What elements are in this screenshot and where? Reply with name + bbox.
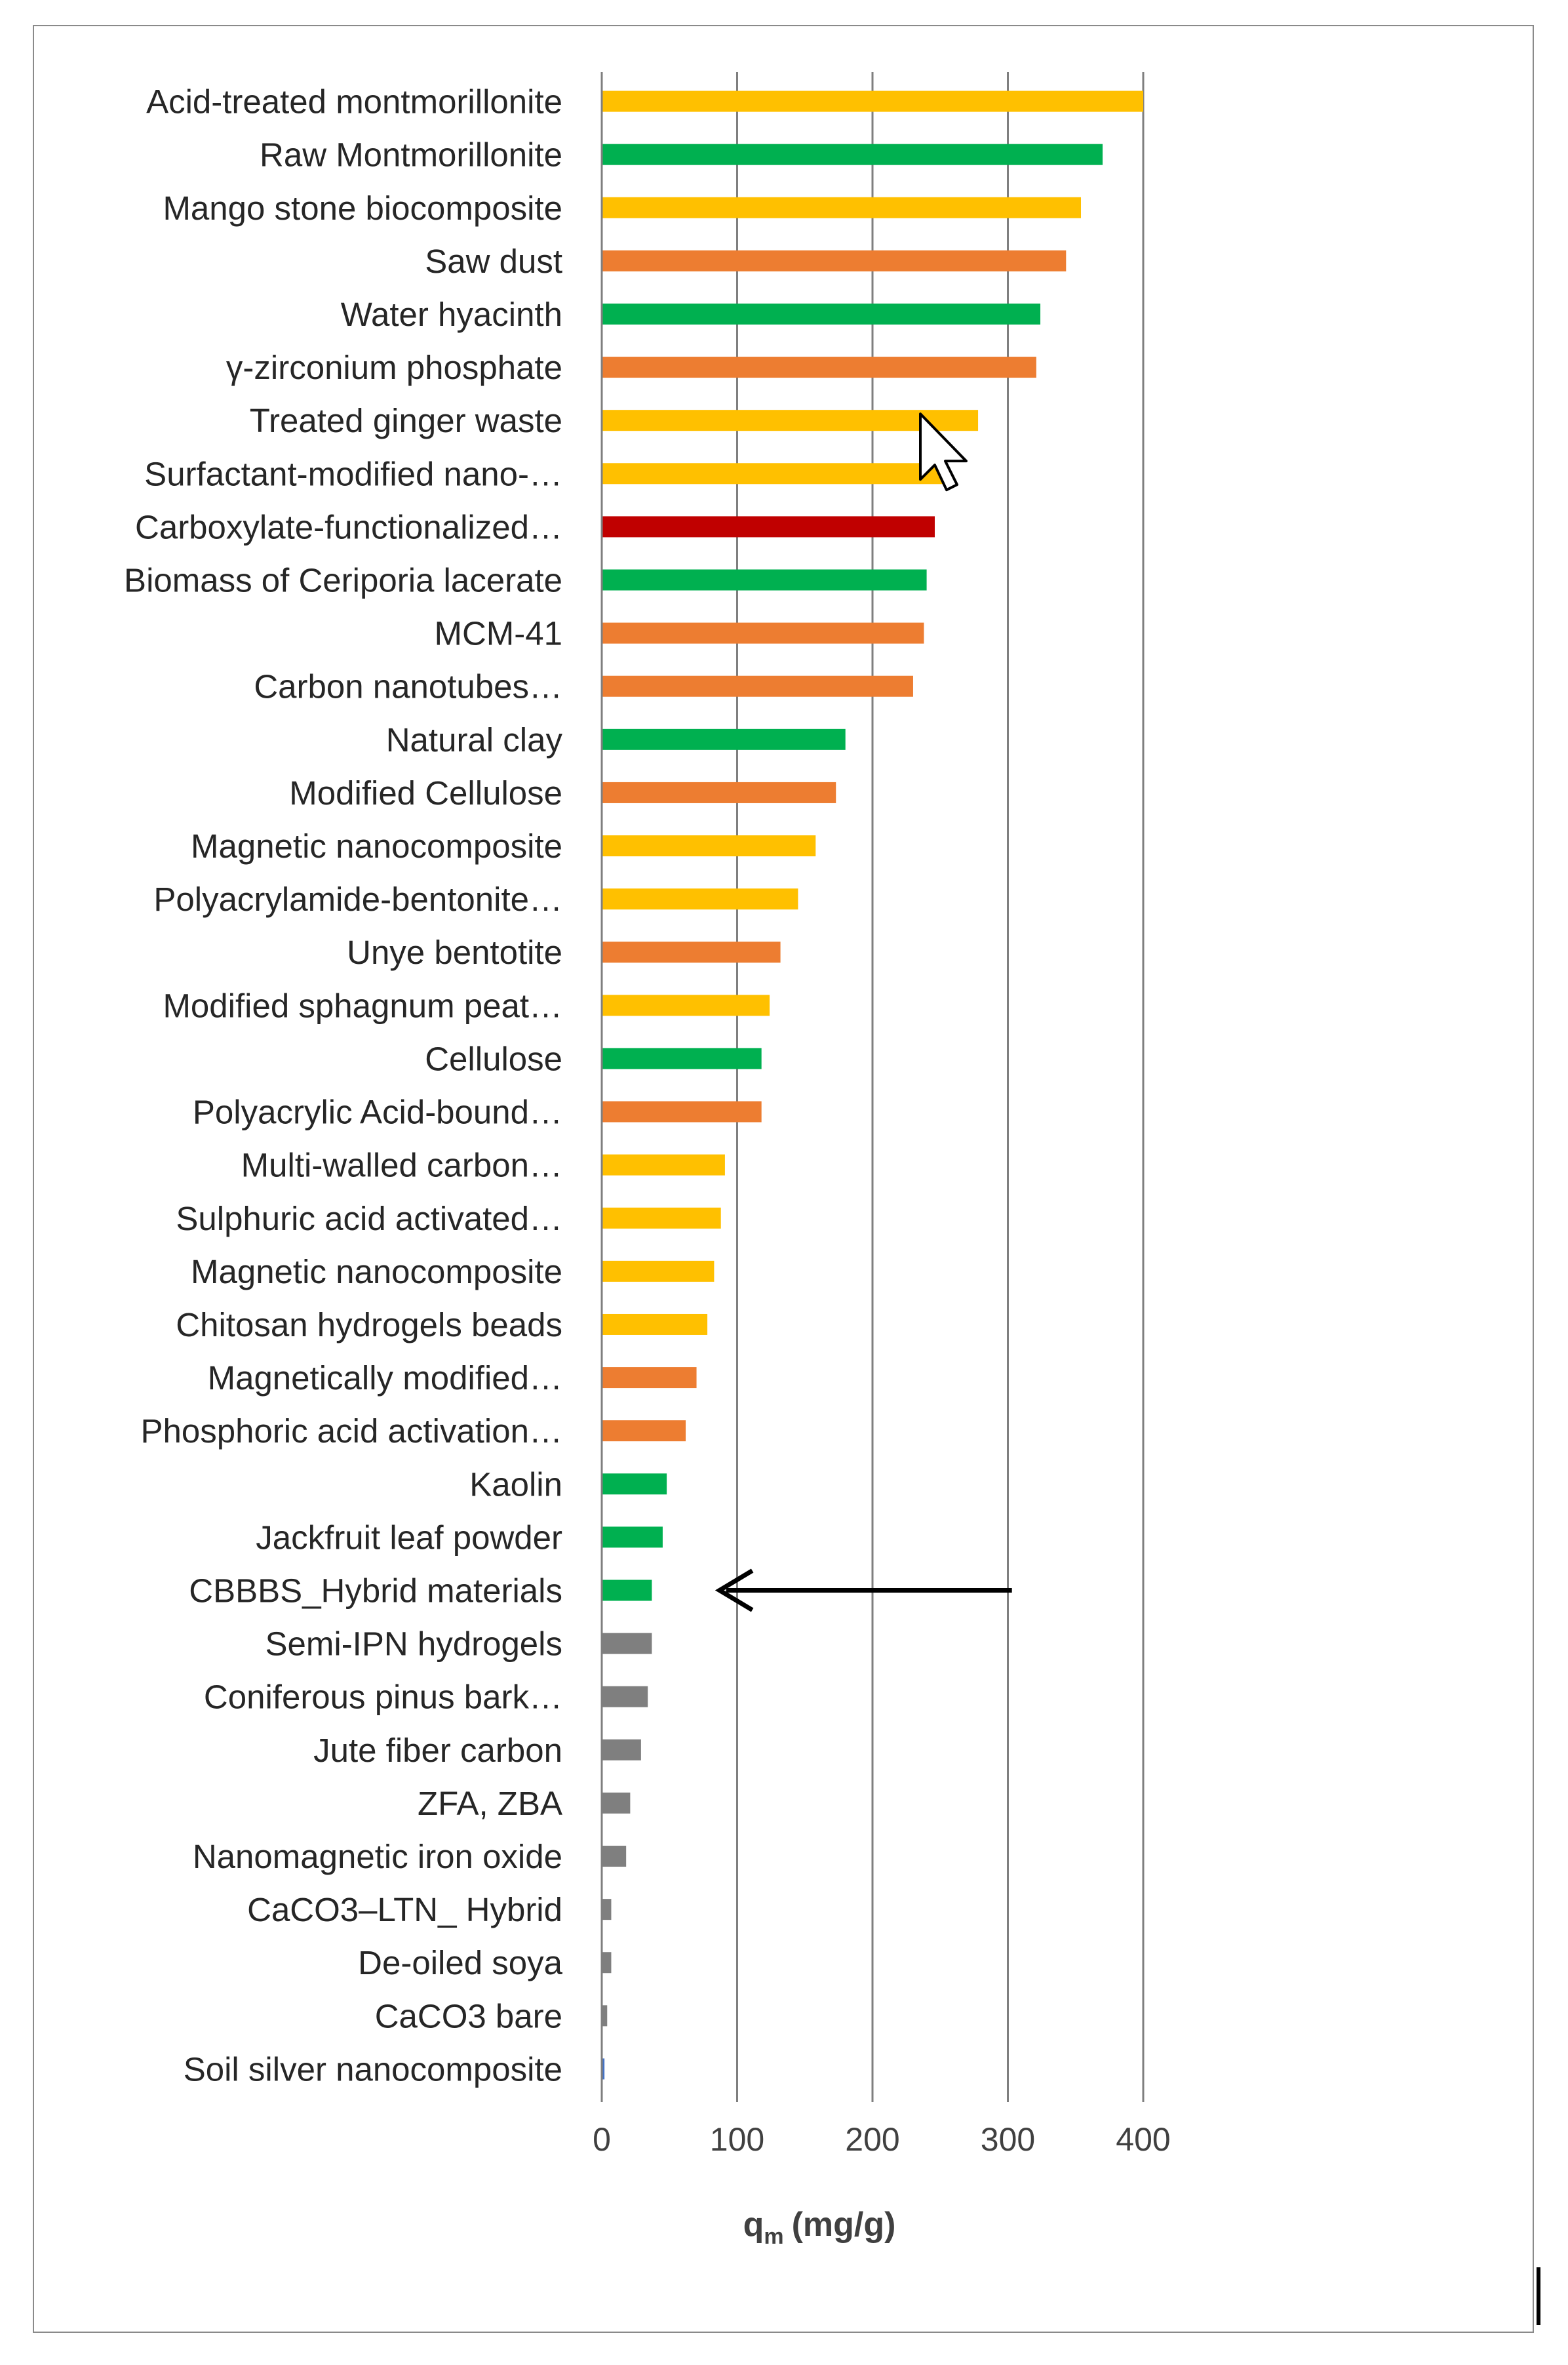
gridlines [736,72,1145,2093]
x-tick-label: 300 [981,2121,1035,2158]
x-axis-label: qm (mg/g) [743,2206,896,2249]
category-label: Nanomagnetic iron oxide [193,1838,562,1875]
category-label: CaCO3 bare [375,1997,562,2035]
bar [602,357,1036,378]
category-label: Magnetically modified… [208,1359,562,1397]
bar [602,1473,667,1495]
category-label: Kaolin [469,1465,562,1503]
category-label: Water hyacinth [341,296,562,333]
category-label: Semi-IPN hydrogels [265,1625,563,1663]
category-label: Jute fiber carbon [313,1732,562,1769]
bar [602,1580,652,1601]
bar [602,888,798,910]
bar [602,782,836,803]
bar [602,303,1041,325]
chart-frame [33,25,1534,2333]
bar [602,463,947,485]
category-label: Acid-treated montmorillonite [146,83,562,121]
category-label: Multi-walled carbon… [241,1147,562,1184]
x-axis-label-sub: m [764,2224,783,2249]
category-label: Chitosan hydrogels beads [176,1306,562,1343]
annotations [715,412,1012,1612]
category-label: Polyacrylamide-bentonite… [153,881,562,918]
category-label: Magnetic nanocomposite [191,827,562,865]
bar [602,250,1067,271]
bar [602,144,1103,165]
x-tick-label: 100 [710,2121,764,2158]
bars [602,90,1143,2080]
category-label: Polyacrylic Acid-bound… [193,1094,562,1131]
bar [602,516,935,538]
x-tick-label: 400 [1116,2121,1170,2158]
x-axis-label-unit: (mg/g) [792,2206,896,2244]
category-label: Unye bentotite [347,934,562,971]
bar [602,410,979,431]
bar [602,1207,721,1229]
bar [602,1526,663,1548]
bar [602,675,913,697]
category-label: Natural clay [386,721,563,759]
category-label: Sulphuric acid activated… [176,1200,562,1237]
category-label: Modified sphagnum peat… [163,987,562,1024]
category-label: Jackfruit leaf powder [256,1519,562,1556]
category-label: CaCO3–LTN_ Hybrid [247,1891,562,1928]
bar [602,942,781,963]
category-label: CBBBS_Hybrid materials [189,1572,562,1610]
category-label: Saw dust [425,243,562,280]
category-label: Raw Montmorillonite [260,136,562,174]
category-label: Magnetic nanocomposite [191,1253,562,1290]
bar [602,622,924,644]
category-label: Soil silver nanocomposite [184,2050,562,2088]
x-axis-label-var: q [743,2206,764,2244]
bar [602,1686,648,1707]
bar [602,1367,697,1389]
category-label: Surfactant-modified nano-… [144,455,562,492]
bar [602,1846,627,1867]
bar [602,197,1082,218]
category-labels: Acid-treated montmorillonite Raw Montmori… [124,83,563,2088]
bar [602,569,927,591]
bar [602,835,816,857]
bar [602,2058,605,2080]
bar [602,728,846,750]
bar [602,1154,725,1176]
text-cursor-mark [1537,2267,1540,2325]
bar [602,1952,612,1974]
category-label: Modified Cellulose [289,774,562,812]
bar [602,1101,762,1123]
bar [602,2005,608,2027]
category-label: γ-zirconium phosphate [226,349,562,386]
category-label: Coniferous pinus bark… [204,1679,562,1716]
category-label: MCM-41 [434,615,562,652]
category-label: Treated ginger waste [250,402,562,439]
bar [602,1313,708,1335]
category-label: Carbon nanotubes… [254,668,562,706]
category-label: Biomass of Ceriporia lacerate [124,562,562,599]
category-label: Mango stone biocomposite [163,189,562,227]
category-label: Carboxylate-functionalized… [135,508,562,546]
mouse-pointer-icon [919,412,968,492]
x-tick-label: 200 [845,2121,899,2158]
arrow-head-icon [715,1568,754,1612]
bar [602,1048,762,1069]
bar [602,1792,631,1814]
x-tick-label: 0 [593,2121,611,2158]
bar [602,90,1143,112]
category-label: ZFA, ZBA [418,1785,562,1822]
category-label: De-oiled soya [358,1944,562,1981]
x-tick-labels: 0 100 200 300 400 [593,2093,1171,2158]
bar [602,1899,612,1920]
category-label: Phosphoric acid activation… [140,1412,562,1450]
bar [602,995,770,1016]
bar [602,1633,652,1654]
bar [602,1260,715,1282]
bar [602,1420,686,1442]
category-label: Cellulose [425,1040,562,1077]
bar [602,1739,641,1760]
